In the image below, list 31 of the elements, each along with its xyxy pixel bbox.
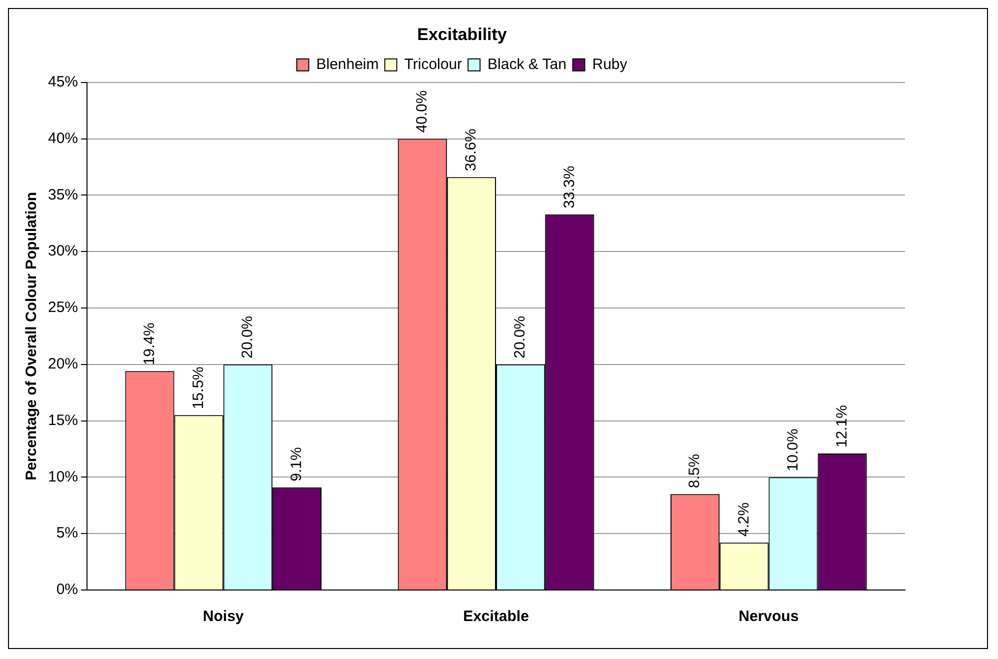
x-tick-label: Nervous [738, 608, 799, 626]
y-tick-label: 5% [56, 524, 78, 542]
data-label: 19.4% [140, 322, 158, 366]
legend-label: Ruby [592, 56, 628, 74]
legend-label: Tricolour [404, 56, 462, 74]
y-axis-title: Percentage of Overall Colour Population [23, 192, 40, 480]
y-tick-label: 45% [48, 74, 78, 91]
data-label: 20.0% [512, 316, 529, 358]
x-tick-label: Noisy [202, 608, 244, 626]
data-label: 20.0% [239, 316, 256, 358]
y-tick-label: 40% [48, 130, 78, 147]
y-tick-label: 25% [48, 299, 78, 316]
y-tick-label: 30% [48, 242, 78, 260]
data-label: 8.5% [686, 454, 704, 488]
data-label: 40.0% [414, 90, 431, 133]
data-label: 10.0% [784, 428, 802, 472]
data-label: 4.2% [735, 502, 752, 537]
chart-title: Excitability [417, 24, 508, 44]
y-tick-label: 0% [56, 581, 78, 598]
data-label: 33.3% [560, 166, 578, 208]
data-label: 36.6% [462, 128, 480, 172]
y-tick-label: 20% [48, 356, 78, 373]
data-label: 15.5% [190, 366, 207, 410]
legend-label: Black & Tan [488, 56, 566, 74]
y-tick-label: 10% [48, 468, 78, 486]
y-tick-label: 15% [48, 412, 78, 429]
y-tick-label: 35% [48, 186, 78, 204]
data-label: 12.1% [833, 404, 850, 448]
legend-label: Blenheim [316, 56, 379, 74]
x-tick-label: Excitable [463, 608, 529, 626]
data-label: 9.1% [288, 447, 306, 482]
